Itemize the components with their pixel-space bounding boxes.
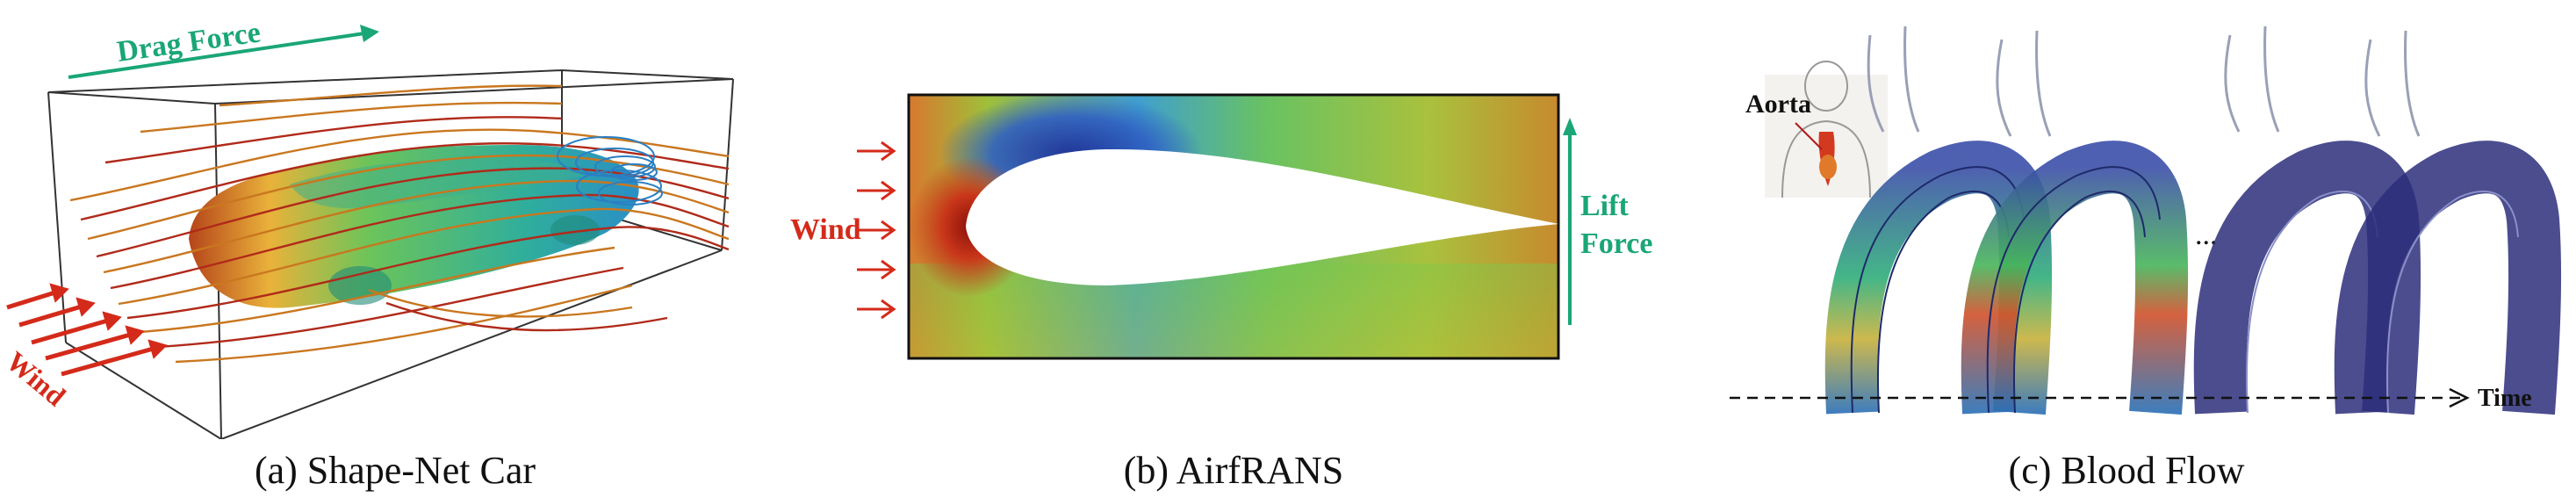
lift-force-arrow xyxy=(1563,118,1577,325)
lift-label-line1: Lift xyxy=(1580,190,1629,222)
blood-flow-figure: Aorta ... xyxy=(1730,25,2562,415)
vessel-snapshot-4 xyxy=(2334,30,2562,415)
panel-shape-net-car: Wind Drag Force (a) Shape-Net Car xyxy=(0,0,790,498)
aorta-pointer xyxy=(1795,122,1823,150)
streamlines xyxy=(69,84,730,364)
vessel-snapshot-2 xyxy=(1961,30,2189,415)
airfoil-flow-figure: Wind Lift Force xyxy=(790,92,1652,360)
wind-arrows xyxy=(6,283,168,377)
caption-b: (b) AirfRANS xyxy=(1123,449,1344,492)
wind-arrows xyxy=(857,141,896,320)
lift-label-line2: Force xyxy=(1580,227,1652,260)
vessel-snapshot-3 xyxy=(2193,25,2421,415)
bounding-box xyxy=(47,69,734,440)
time-arrow xyxy=(1730,387,2470,408)
car-flow-figure: Wind Drag Force xyxy=(1,16,734,440)
wind-label: Wind xyxy=(790,213,861,246)
caption-a: (a) Shape-Net Car xyxy=(254,449,536,492)
vessel-snapshot-1 xyxy=(1824,25,2053,415)
panel-airfrans: Wind Lift Force (b) AirfRANS xyxy=(790,0,1677,498)
time-label: Time xyxy=(2478,385,2532,412)
drag-force-arrow xyxy=(68,25,379,79)
caption-c: (c) Blood Flow xyxy=(2008,449,2245,492)
wake-vortex xyxy=(557,136,663,206)
aorta-label: Aorta xyxy=(1745,90,1811,119)
panel-blood-flow: Aorta ... xyxy=(1677,0,2576,498)
airfoil xyxy=(966,148,1558,285)
human-body-inset xyxy=(1765,61,1888,198)
